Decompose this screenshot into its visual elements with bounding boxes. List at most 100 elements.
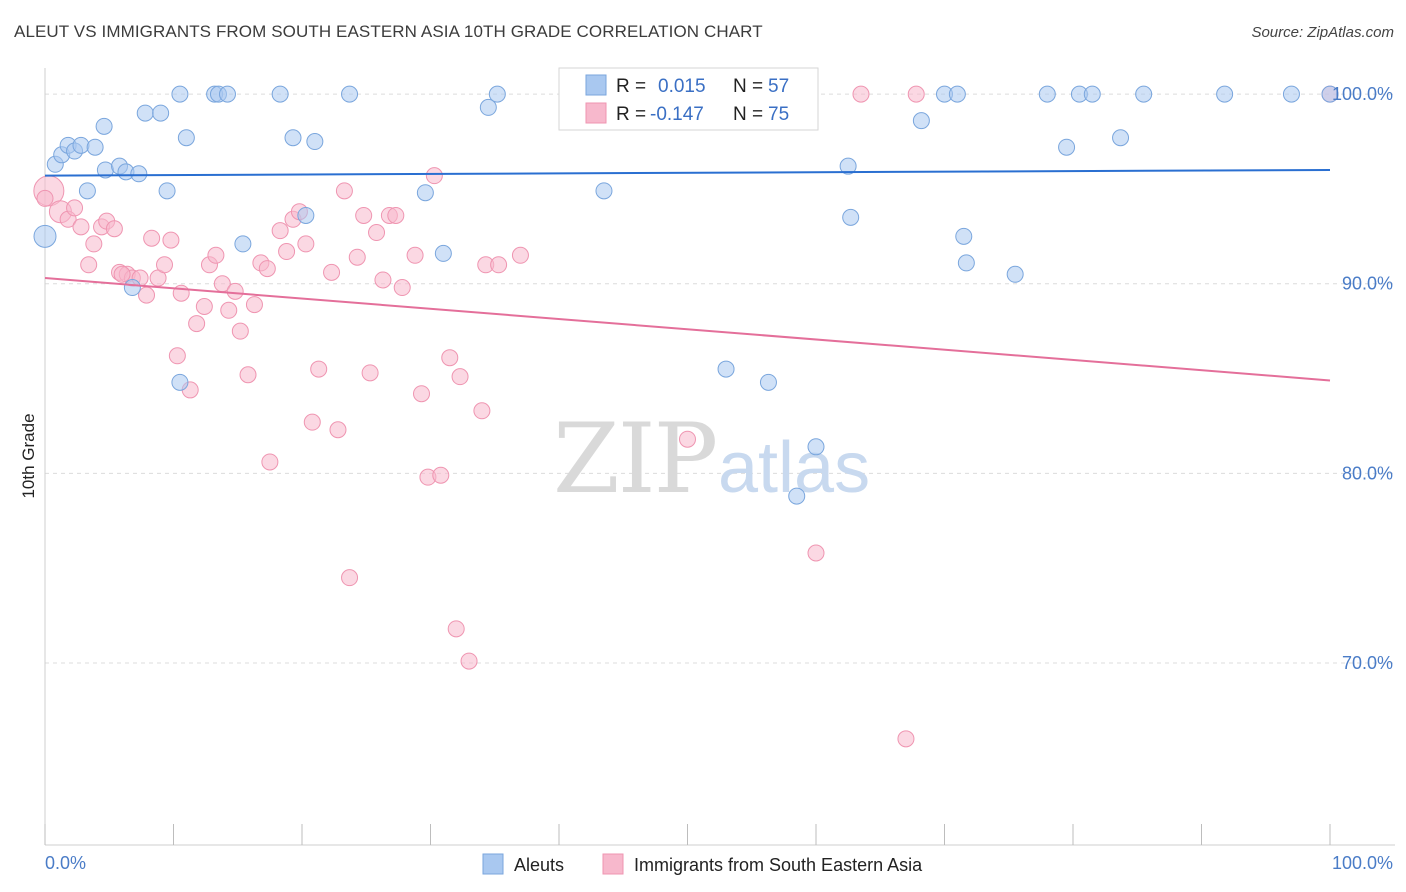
aleut-point-7 <box>86 138 104 156</box>
stats-box: R = 0.015 N = 57 R = -0.147 N = 75 <box>558 67 819 131</box>
x-tick-label-0: 0.0% <box>45 853 86 873</box>
sea-point-29 <box>231 322 249 340</box>
aleut-point-46 <box>1058 138 1076 156</box>
sea-point-34 <box>261 453 279 471</box>
stats-aleut-r-value: 0.015 <box>658 76 706 97</box>
sea-point-55 <box>413 385 431 403</box>
sea-point-6 <box>85 235 103 253</box>
sea-point-31 <box>245 296 263 314</box>
aleut-point-36 <box>807 438 825 456</box>
aleut-point-49 <box>1112 129 1130 147</box>
trend-line-immigrants-south-eastern-asia <box>44 277 1331 382</box>
sea-point-57 <box>425 167 443 185</box>
sea-point-5 <box>80 256 98 274</box>
aleut-point-38 <box>842 208 860 226</box>
sea-point-73 <box>36 189 54 207</box>
legend: Aleuts Immigrants from South Eastern Asi… <box>482 853 923 875</box>
sea-point-14 <box>138 286 156 304</box>
y-axis-label: 10th Grade <box>19 413 38 498</box>
sea-point-70 <box>897 730 915 748</box>
aleut-point-45 <box>1038 85 1056 103</box>
sea-point-33 <box>258 260 276 278</box>
chart-title: ALEUT VS IMMIGRANTS FROM SOUTH EASTERN A… <box>14 22 763 41</box>
aleut-point-34 <box>759 373 777 391</box>
aleut-point-8 <box>95 117 113 135</box>
sea-point-22 <box>188 315 206 333</box>
y-tick-label-2: 80.0% <box>1342 463 1393 483</box>
stats-sea-n-label: N = <box>733 104 763 125</box>
legend-sea-label: Immigrants from South Eastern Asia <box>634 855 923 875</box>
sea-point-69 <box>852 85 870 103</box>
sea-point-53 <box>393 279 411 297</box>
aleut-point-44 <box>1006 265 1024 283</box>
stats-aleut-n-label: N = <box>733 76 763 97</box>
trend-line-aleuts <box>44 168 1331 177</box>
sea-point-61 <box>451 368 469 386</box>
aleut-point-13 <box>136 104 154 122</box>
sea-point-59 <box>441 349 459 367</box>
sea-point-15 <box>143 229 161 247</box>
stats-sea-swatch <box>585 102 607 124</box>
y-tick-labels: 100.0% 90.0% 80.0% 70.0% <box>1332 84 1393 673</box>
aleut-point-42 <box>955 227 973 245</box>
aleut-point-20 <box>218 85 236 103</box>
aleut-point-41 <box>948 85 966 103</box>
legend-aleuts-label: Aleuts <box>514 855 564 875</box>
sea-point-48 <box>361 364 379 382</box>
aleut-point-25 <box>306 133 324 151</box>
sea-point-4 <box>72 218 90 236</box>
sea-point-9 <box>105 220 123 238</box>
aleut-point-51 <box>1216 85 1234 103</box>
stats-aleut-r-label: R = <box>616 76 646 97</box>
x-tick-labels: 0.0% 100.0% <box>45 853 1393 873</box>
legend-sea-swatch <box>602 853 624 875</box>
aleut-point-5 <box>72 136 90 154</box>
sea-point-46 <box>348 248 366 266</box>
y-tick-label-0: 100.0% <box>1332 84 1393 104</box>
aleut-point-48 <box>1083 85 1101 103</box>
sea-point-25 <box>207 246 225 264</box>
source-credit: Source: ZipAtlas.com <box>1251 24 1394 41</box>
aleut-point-0 <box>33 224 57 248</box>
aleut-point-35 <box>788 487 806 505</box>
sea-point-41 <box>310 360 328 378</box>
sea-point-35 <box>271 222 289 240</box>
watermark: ZIP atlas <box>553 403 870 515</box>
aleut-point-21 <box>234 235 252 253</box>
sea-point-23 <box>195 297 213 315</box>
aleut-point-17 <box>177 129 195 147</box>
aleut-point-24 <box>297 206 315 224</box>
series-aleuts <box>33 85 1339 505</box>
sea-point-40 <box>303 413 321 431</box>
aleut-point-6 <box>78 182 96 200</box>
sea-point-30 <box>239 366 257 384</box>
watermark-zip: ZIP <box>553 403 716 515</box>
sea-point-66 <box>511 246 529 264</box>
legend-aleuts-swatch <box>482 853 504 875</box>
aleut-point-33 <box>717 360 735 378</box>
sea-point-39 <box>297 235 315 253</box>
sea-point-28 <box>226 282 244 300</box>
sea-point-43 <box>329 421 347 439</box>
sea-point-71 <box>907 85 925 103</box>
sea-point-42 <box>323 263 341 281</box>
sea-point-67 <box>679 430 696 448</box>
aleut-point-39 <box>912 112 930 130</box>
aleut-point-55 <box>171 373 189 391</box>
sea-point-50 <box>374 271 392 289</box>
sea-point-49 <box>368 224 386 242</box>
aleut-point-28 <box>434 244 452 262</box>
sea-point-63 <box>473 402 491 420</box>
sea-point-68 <box>807 544 825 562</box>
aleut-point-26 <box>341 85 359 103</box>
stats-aleut-n-value: 57 <box>768 76 789 97</box>
aleut-point-27 <box>416 184 434 202</box>
y-tick-label-1: 90.0% <box>1342 274 1393 294</box>
aleut-point-54 <box>123 279 141 297</box>
sea-point-52 <box>387 206 405 224</box>
aleut-point-22 <box>271 85 289 103</box>
trend-lines <box>44 168 1331 382</box>
stats-sea-r-value: -0.147 <box>650 104 704 125</box>
x-tick-label-1: 100.0% <box>1332 853 1393 873</box>
